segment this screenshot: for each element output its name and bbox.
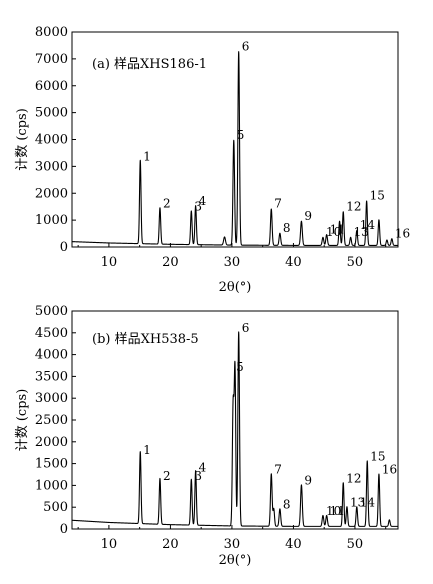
y-tick-label: 8000: [35, 25, 68, 40]
y-tick-label: 4500: [35, 326, 68, 341]
y-tick-label: 6000: [35, 79, 68, 94]
y-tick-label: 1000: [35, 478, 68, 493]
y-tick-label: 0: [60, 522, 68, 537]
peak-label: 6: [242, 321, 250, 335]
y-tick-label: 5000: [35, 304, 68, 319]
peak-label: 10: [326, 225, 341, 239]
y-tick-label: 500: [43, 500, 68, 515]
peak-label: 5: [237, 128, 245, 142]
peak-label: 3: [194, 199, 202, 213]
peak-label: 7: [274, 197, 282, 211]
diffraction-series-line: [71, 331, 399, 527]
peak-label: 7: [274, 463, 282, 477]
peak-label: 4: [199, 461, 207, 475]
peak-label: 13: [354, 225, 369, 239]
diffraction-series-line: [71, 51, 399, 246]
y-axis-label: 计数 (cps): [15, 108, 30, 171]
panel-title: (a) 样品XHS186-1: [92, 57, 207, 72]
x-tick-label: 50: [347, 537, 364, 552]
peak-label: 12: [346, 471, 361, 485]
peak-label: 6: [242, 40, 250, 54]
x-tick-label: 40: [285, 255, 302, 270]
peak-label: 9: [304, 209, 312, 223]
peak-label: 9: [304, 474, 312, 488]
x-tick-label: 20: [162, 537, 179, 552]
y-axis-label: 计数 (cps): [15, 389, 30, 452]
peak-label: 8: [283, 221, 291, 235]
x-tick-label: 20: [162, 255, 179, 270]
peak-label: 1: [143, 150, 151, 164]
peak-label: 13: [350, 495, 365, 509]
panel-title: (b) 样品XH538-5: [92, 332, 199, 347]
y-tick-label: 3500: [35, 369, 68, 384]
peak-label: 11: [330, 504, 345, 518]
y-tick-label: 3000: [35, 159, 68, 174]
y-tick-label: 2500: [35, 413, 68, 428]
peak-label: 11: [330, 222, 345, 236]
peak-label: 2: [163, 469, 171, 483]
y-tick-label: 7000: [35, 52, 68, 67]
y-tick-label: 1500: [35, 457, 68, 472]
peak-label: 14: [360, 495, 376, 509]
peak-label: 4: [199, 194, 207, 208]
chart-panel-b: 0 500 1000 1500 2000 2500 3000 3500 4000 4500 5000…: [15, 304, 399, 568]
x-tick-label: 40: [285, 537, 302, 552]
y-tick-label: 2000: [35, 186, 68, 201]
peak-label: 10: [326, 504, 341, 518]
y-tick-label: 4000: [35, 133, 68, 148]
peak-label: 2: [163, 197, 171, 211]
peak-label: 15: [370, 450, 385, 464]
peak-label: 14: [360, 218, 376, 232]
x-axis-label: 2θ(°): [219, 553, 252, 568]
peak-label: 3: [194, 469, 202, 483]
peak-label: 12: [346, 199, 361, 213]
y-tick-label: 2000: [35, 435, 68, 450]
peak-label: 15: [370, 189, 385, 203]
y-tick-label: 3000: [35, 391, 68, 406]
y-tick-label: 0: [60, 240, 68, 255]
y-tick-label: 4000: [35, 348, 68, 363]
chart-panel-a: 0 1000 2000 3000 4000 5000 6000 7000 8000 10 20 30 4…: [15, 25, 410, 295]
x-tick-label: 30: [224, 255, 241, 270]
x-tick-label: 30: [224, 537, 241, 552]
y-tick-label: 1000: [35, 213, 68, 228]
peak-label: 1: [143, 443, 151, 457]
peak-label: 5: [236, 360, 244, 374]
y-tick-label: 5000: [35, 106, 68, 121]
x-tick-label: 10: [101, 255, 118, 270]
peak-label: 8: [283, 498, 291, 512]
x-axis-label: 2θ(°): [219, 280, 252, 295]
x-tick-label: 10: [101, 537, 118, 552]
x-tick-label: 50: [347, 255, 364, 270]
peak-label: 16: [382, 463, 397, 477]
peak-label: 16: [395, 226, 410, 240]
